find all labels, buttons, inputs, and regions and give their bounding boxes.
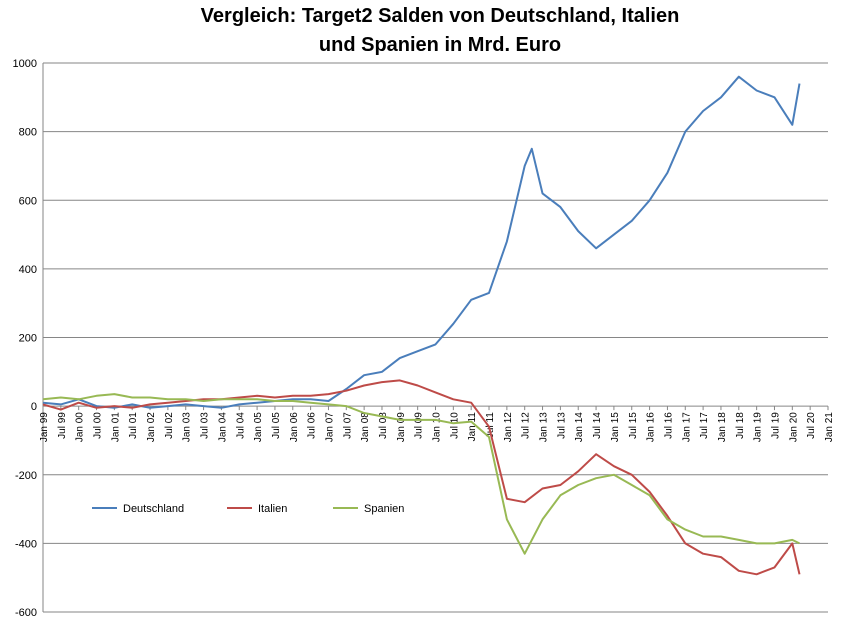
x-tick-label: Jul 04 xyxy=(235,412,246,439)
x-tick-label: Jul 07 xyxy=(342,412,353,439)
y-tick-label: 600 xyxy=(19,195,37,207)
chart-title: Vergleich: Target2 Salden von Deutschlan… xyxy=(0,2,854,60)
x-tick-label: Jul 05 xyxy=(271,412,282,439)
x-tick-label: Jan 02 xyxy=(146,412,157,442)
x-tick-label: Jul 09 xyxy=(414,412,425,439)
x-tick-label: Jan 20 xyxy=(788,412,799,442)
x-tick-label: Jul 10 xyxy=(449,412,460,439)
x-tick-label: Jan 15 xyxy=(610,412,621,442)
x-tick-label: Jul 02 xyxy=(164,412,175,439)
x-axis-ticks: Jan 99 Jul 99 Jan 00 Jul 00 Jan 01 Jul 01 Jan … xyxy=(39,412,835,442)
y-tick-label: 200 xyxy=(19,333,37,345)
x-tick-label: Jul 16 xyxy=(663,412,674,439)
x-tick-label: Jul 11 xyxy=(485,412,496,438)
y-tick-label: 1000 xyxy=(13,58,37,70)
x-tick-label: Jan 05 xyxy=(253,412,264,442)
y-tick-label: -200 xyxy=(15,470,37,482)
legend-label-deutschland: Deutschland xyxy=(123,503,184,515)
gridlines xyxy=(43,62,828,613)
x-tick-label: Jul 17 xyxy=(699,412,710,439)
x-tick-label: Jan 14 xyxy=(574,412,585,442)
x-tick-label: Jul 14 xyxy=(592,412,603,439)
y-axis-ticks: -600 -400 -200 0 200 400 600 800 1000 xyxy=(13,58,37,619)
y-tick-label: 800 xyxy=(19,127,37,139)
x-tick-label: Jan 16 xyxy=(646,412,657,442)
series-line-deutschland xyxy=(42,75,801,409)
y-tick-label: 400 xyxy=(19,264,37,276)
chart-title-line-2: und Spanien in Mrd. Euro xyxy=(318,34,562,56)
series-line-italien xyxy=(42,379,801,576)
x-tick-label: Jan 06 xyxy=(289,412,300,442)
x-tick-label: Jan 03 xyxy=(182,412,193,442)
x-tick-label: Jul 19 xyxy=(770,412,781,439)
x-tick-label: Jul 12 xyxy=(521,412,532,439)
x-tick-label: Jul 00 xyxy=(93,412,104,439)
x-tick-label: Jul 06 xyxy=(307,412,318,439)
x-tick-label: Jan 10 xyxy=(432,412,443,442)
series-lines xyxy=(42,75,801,576)
x-tick-label: Jul 03 xyxy=(200,412,211,439)
x-tick-label: Jul 08 xyxy=(378,412,389,439)
x-tick-label: Jan 19 xyxy=(753,412,764,442)
x-tick-label: Jan 12 xyxy=(503,412,514,442)
legend-label-italien: Italien xyxy=(258,503,287,515)
x-tick-label: Jan 07 xyxy=(324,412,335,442)
y-tick-label: 0 xyxy=(31,401,37,413)
x-tick-label: Jan 04 xyxy=(217,412,228,442)
x-tick-label: Jul 15 xyxy=(628,412,639,439)
y-tick-label: -600 xyxy=(15,607,37,619)
x-tick-label: Jan 99 xyxy=(39,412,50,442)
x-tick-label: Jan 09 xyxy=(396,412,407,442)
legend: Deutschland Italien Spanien xyxy=(92,503,404,515)
x-tick-label: Jul 18 xyxy=(735,412,746,439)
y-tick-label: -400 xyxy=(15,538,37,550)
x-tick-label: Jul 01 xyxy=(128,412,139,439)
legend-label-spanien: Spanien xyxy=(364,503,404,515)
chart-title-line-1: Vergleich: Target2 Salden von Deutschlan… xyxy=(200,5,680,27)
x-tick-label: Jul 20 xyxy=(806,412,817,439)
x-tick-label: Jan 11 xyxy=(467,412,478,442)
x-tick-label: Jan 17 xyxy=(681,412,692,442)
x-tick-label: Jan 00 xyxy=(75,412,86,442)
x-tick-label: Jul 13 xyxy=(556,412,567,439)
x-tick-label: Jan 13 xyxy=(539,412,550,442)
x-tick-label: Jan 21 xyxy=(824,412,835,442)
x-tick-label: Jul 99 xyxy=(57,412,68,439)
series-line-spanien xyxy=(42,393,800,555)
x-tick-label: Jan 01 xyxy=(110,412,121,442)
x-tick-label: Jan 18 xyxy=(717,412,728,442)
x-tick-label: Jan 08 xyxy=(360,412,371,442)
